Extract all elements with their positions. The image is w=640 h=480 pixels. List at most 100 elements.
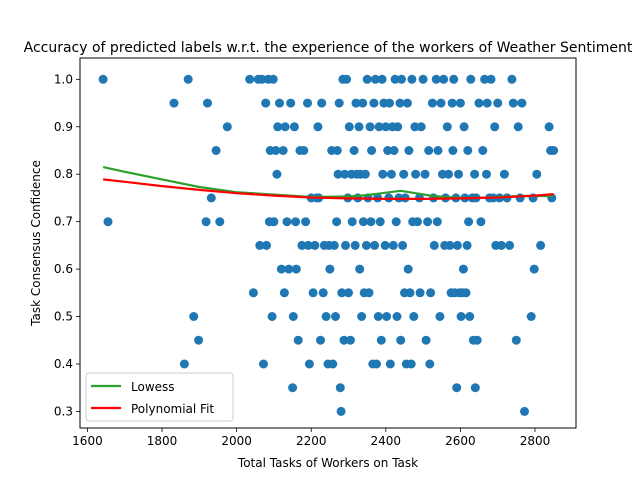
scatter-point-228 [513,122,523,132]
scatter-point-163 [425,359,435,369]
scatter-point-77 [339,335,349,345]
scatter-point-45 [297,240,307,250]
scatter-point-82 [344,288,353,298]
scatter-point-30 [275,98,284,108]
scatter-point-171 [435,312,445,321]
scatter-point-70 [332,146,342,155]
x-tick-label: 2200 [296,434,327,448]
scatter-point-83 [344,122,354,132]
scatter-point-53 [310,240,320,250]
polyfit-line [102,178,554,200]
scatter-point-181 [447,98,457,108]
scatter-point-110 [370,74,380,84]
scatter-point-42 [291,264,301,274]
x-tick-label: 2600 [445,434,476,448]
legend-lowess-label: Lowess [131,380,175,394]
scatter-point-93 [355,264,365,274]
scatter-point-157 [416,122,426,132]
scatter-point-212 [482,169,491,179]
x-axis: 1600 1800 2000 2200 2400 2600 2800 [72,428,550,448]
scatter-point-177 [442,122,452,132]
scatter-point-136 [395,98,405,108]
scatter-point-64 [325,264,335,274]
scatter-point-159 [420,169,430,179]
x-tick-label: 2000 [221,434,252,448]
scatter-point-58 [317,98,327,108]
scatter-point-116 [376,335,386,345]
scatter-point-88 [350,240,360,250]
scatter-point-140 [399,169,409,179]
x-tick-label: 1600 [72,434,103,448]
scatter-point-205 [470,383,480,393]
scatter-point-207 [472,335,482,345]
scatter-point-146 [404,146,414,155]
scatter-point-122 [382,312,392,321]
scatter-point-152 [410,122,420,132]
scatter-point-40 [289,122,299,132]
scatter-point-236 [536,240,546,250]
scatter-point-225 [507,74,517,84]
scatter-point-198 [463,146,473,155]
scatter-point-188 [454,169,463,179]
scatter-point-237 [544,122,554,132]
scatter-point-229 [515,193,525,203]
scatter-point-215 [486,74,496,84]
scatter-point-4 [183,74,193,84]
scatter-point-34 [280,122,290,132]
x-tick-label: 2800 [520,434,551,448]
x-axis-label: Total Tasks of Workers on Task [237,456,418,470]
scatter-point-9 [206,193,216,203]
scatter-point-144 [402,98,412,108]
scatter-point-37 [286,98,296,108]
scatter-point-75 [337,288,347,298]
scatter-point-31 [276,264,286,274]
scatter-point-170 [433,146,443,155]
scatter-point-49 [303,240,313,250]
y-tick-label: 0.8 [54,167,73,181]
scatter-point-113 [373,312,383,321]
scatter-point-131 [390,74,400,84]
scatter-point-219 [493,98,503,108]
scatter-point-165 [427,98,437,108]
scatter-point-111 [372,359,381,369]
y-tick-label: 0.5 [54,310,73,324]
scatter-point-104 [365,122,375,132]
scatter-point-168 [431,74,441,84]
scatter-point-16 [255,240,265,250]
scatter-point-41 [291,217,301,227]
scatter-point-154 [413,217,422,227]
scatter-point-38 [288,383,298,393]
scatter-point-17 [257,74,267,84]
y-axis-label: Task Consensus Confidence [29,160,43,327]
scatter-point-200 [465,312,475,321]
scatter-point-196 [461,288,471,298]
fit-lines [102,166,554,200]
scatter-point-106 [367,146,377,155]
legend-box [85,372,234,422]
scatter-point-32 [278,146,288,155]
scatter-point-134 [393,122,403,132]
scatter-point-20 [262,240,271,250]
scatter-point-72 [334,98,344,108]
scatter-point-43 [293,335,303,345]
scatter-point-179 [445,240,455,250]
y-tick-label: 0.4 [54,357,73,371]
x-tick-label: 1800 [147,434,178,448]
scatter-point-234 [529,264,539,274]
scatter-point-33 [279,288,289,298]
scatter-point-96 [358,98,368,108]
scatter-point-10 [211,146,221,155]
scatter-point-101 [362,74,372,84]
scatter-point-66 [328,359,338,369]
scatter-point-50 [304,359,314,369]
scatter-point-174 [439,74,449,84]
scatter-point-46 [299,146,309,155]
scatter-point-232 [526,312,536,321]
scatter-point-87 [349,146,359,155]
scatter-point-231 [520,406,529,416]
scatter-point-109 [370,240,380,250]
scatter-point-151 [409,312,419,321]
scatter-point-25 [268,74,278,84]
legend-polyfit-label: Polynomial Fit [131,402,214,416]
